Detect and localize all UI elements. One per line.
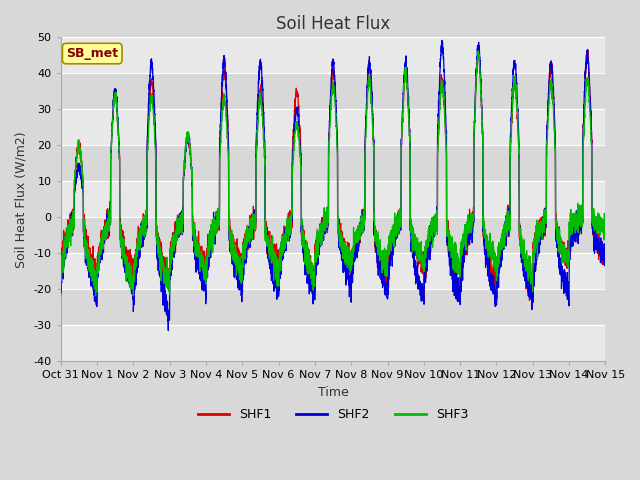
Bar [61,289,605,325]
SHF3 [129,293,137,299]
Line: SHF1: SHF1 [61,50,605,305]
SHF1 [602,256,609,262]
SHF2 [57,291,65,297]
SHF2 [425,241,433,247]
SHF2 [155,252,163,258]
SHF3 [486,230,494,236]
SHF3 [155,254,163,260]
Legend: SHF1, SHF2, SHF3: SHF1, SHF2, SHF3 [193,403,474,426]
Line: SHF2: SHF2 [61,40,605,330]
SHF3 [425,238,433,244]
SHF1 [155,238,163,243]
SHF2 [438,37,446,43]
SHF2 [313,257,321,263]
SHF1 [57,265,65,271]
X-axis label: Time: Time [317,386,348,399]
SHF3 [474,48,482,54]
SHF1 [601,251,609,257]
SHF1 [584,48,592,53]
SHF3 [601,225,609,230]
Bar [61,73,605,109]
Bar [61,109,605,145]
SHF1 [313,245,321,251]
Bar [61,217,605,253]
Y-axis label: Soil Heat Flux (W/m2): Soil Heat Flux (W/m2) [15,131,28,267]
SHF2 [456,284,463,289]
SHF2 [486,276,494,282]
SHF2 [602,250,609,256]
Line: SHF3: SHF3 [61,51,605,296]
Bar [61,181,605,217]
Bar [61,145,605,181]
SHF1 [455,285,463,291]
SHF3 [313,240,321,246]
Title: Soil Heat Flux: Soil Heat Flux [276,15,390,33]
SHF3 [455,260,463,265]
SHF1 [425,245,433,251]
SHF2 [164,327,172,333]
Bar [61,325,605,361]
Bar [61,37,605,73]
Bar [61,253,605,289]
SHF3 [57,293,65,299]
Text: SB_met: SB_met [66,47,118,60]
SHF1 [493,302,500,308]
SHF1 [486,253,493,259]
SHF2 [601,252,609,258]
SHF3 [602,217,609,223]
